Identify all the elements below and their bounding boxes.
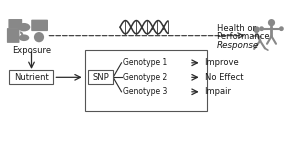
Text: Impair: Impair [205,87,232,96]
Circle shape [279,26,284,31]
Circle shape [253,26,260,33]
Ellipse shape [19,34,29,41]
FancyBboxPatch shape [9,70,53,84]
Circle shape [34,32,44,42]
Text: SNP: SNP [92,73,109,82]
FancyBboxPatch shape [7,28,20,43]
Circle shape [259,26,264,31]
Text: No Effect: No Effect [205,73,243,82]
Text: Performance: Performance [217,32,270,41]
Text: Genotype 2: Genotype 2 [123,73,167,82]
Text: Improve: Improve [205,58,239,67]
FancyBboxPatch shape [31,20,48,31]
Text: Response: Response [217,41,259,50]
Text: Health or: Health or [217,24,256,33]
Text: Nutrient: Nutrient [14,73,49,82]
Text: Exposure: Exposure [12,46,51,55]
Text: Genotype 1: Genotype 1 [123,58,167,67]
Text: Genotype 3: Genotype 3 [123,87,167,96]
Circle shape [268,19,275,26]
FancyBboxPatch shape [85,50,207,111]
FancyBboxPatch shape [88,70,113,84]
Ellipse shape [18,23,30,31]
FancyBboxPatch shape [8,19,22,29]
